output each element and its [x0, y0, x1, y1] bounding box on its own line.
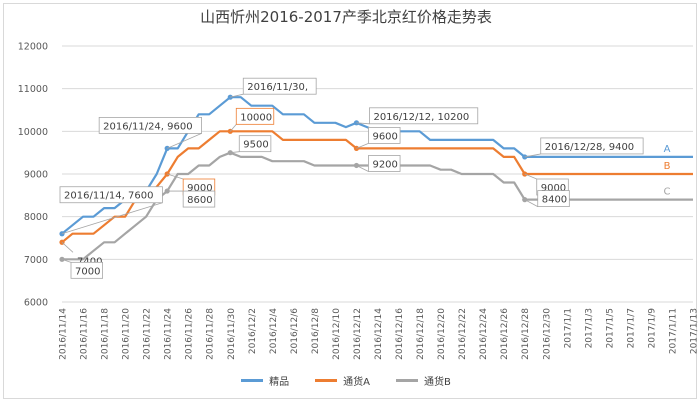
data-label-11: 8600 [187, 195, 212, 206]
y-tick-label-12000: 12000 [18, 42, 48, 53]
y-tick-label-7000: 7000 [24, 255, 48, 266]
data-label-box-2 [242, 77, 317, 95]
legend-item-series-1: 通货A [315, 373, 370, 388]
x-tick-label: 2017/1/3 [584, 308, 594, 348]
data-label-6: 9000 [187, 183, 212, 194]
legend-label-0: 精品 [269, 377, 290, 388]
data-marker-11 [164, 188, 170, 194]
data-label-7: 10000 [240, 112, 272, 123]
legend-item-series-2: 通货B [395, 373, 451, 388]
data-label-box-1 [98, 117, 202, 134]
leader-line-14 [524, 199, 538, 207]
x-tick-label: 2016/11/22 [143, 308, 153, 360]
data-label-9: 9000 [541, 183, 566, 194]
leader-line-2 [230, 93, 244, 98]
y-tick-label-8000: 8000 [24, 212, 48, 223]
leader-line-7 [229, 124, 237, 132]
x-tick-label: 2016/11/20 [122, 308, 132, 360]
data-marker-13 [353, 162, 360, 169]
x-tick-label: 2016/12/2 [248, 308, 258, 354]
data-marker-1 [164, 145, 170, 151]
leader-line-6 [167, 173, 184, 180]
leader-line-0 [61, 202, 163, 235]
x-tick-label: 2017/1/11 [668, 308, 678, 354]
x-tick-label: 2016/12/14 [374, 308, 384, 360]
x-tick-label: 2016/11/24 [164, 308, 174, 360]
leader-line-8 [356, 143, 369, 149]
x-tick-label: 2016/11/14 [59, 308, 69, 360]
leader-line-1 [167, 133, 202, 149]
legend-swatch-1 [315, 379, 338, 382]
y-tick-label-9000: 9000 [24, 170, 48, 181]
x-tick-label: 2016/12/20 [437, 308, 447, 360]
x-tick-label: 2016/11/26 [185, 308, 195, 360]
data-label-box-0 [59, 186, 163, 204]
x-tick-label: 2017/1/9 [647, 308, 657, 349]
x-tick-label: 2016/12/8 [311, 308, 321, 354]
x-tick-label: 2016/11/28 [206, 308, 216, 360]
y-tick-label-6000: 6000 [24, 298, 48, 309]
data-label-box-3 [369, 107, 479, 125]
x-tick-label: 2016/12/28 [521, 308, 531, 360]
x-tick-label: 2017/1/7 [626, 308, 636, 348]
data-label-box-13 [368, 155, 401, 172]
leader-line-13 [356, 165, 369, 172]
leader-line-9 [524, 173, 537, 180]
data-label-5: 7400 [77, 256, 102, 267]
x-tick-label: 2016/11/18 [101, 308, 111, 360]
legend-label-1: 通货A [343, 377, 370, 388]
x-tick-label: 2016/11/30 [227, 308, 237, 360]
x-tick-label: 2017/1/13 [690, 308, 700, 354]
data-label-3: 2016/12/12, 10200 [373, 112, 469, 123]
data-label-1: 2016/11/24, 9600 [103, 121, 192, 132]
data-label-box-10 [70, 261, 104, 279]
x-tick-label: 2016/11/16 [80, 308, 90, 360]
data-label-2: 2016/11/30, [247, 82, 308, 93]
chart-title: 山西忻州2016-2017产季北京红价格走势表 [200, 8, 492, 26]
series-end-label-1: B [664, 161, 671, 172]
data-label-box-11 [182, 190, 216, 208]
x-tick-label: 2017/1/5 [605, 308, 615, 348]
x-tick-label: 2016/12/10 [332, 308, 342, 360]
x-tick-label: 2016/12/4 [269, 308, 279, 354]
leader-line-5 [61, 241, 74, 253]
leader-line-4 [524, 153, 541, 158]
data-label-box-4 [540, 137, 644, 155]
data-marker-6 [164, 171, 170, 177]
data-label-4: 2016/12/28, 9400 [545, 142, 634, 153]
legend-label-2: 通货B [423, 377, 451, 388]
data-label-14: 8400 [542, 195, 567, 206]
x-tick-label: 2016/12/22 [458, 308, 468, 360]
x-tick-label: 2016/12/6 [290, 308, 300, 354]
legend-item-series-0: 精品 [241, 373, 289, 388]
x-tick-label: 2017/1/1 [563, 308, 573, 348]
data-label-box-14 [537, 190, 570, 208]
data-label-10: 7000 [75, 266, 100, 277]
data-label-box-12 [238, 135, 272, 153]
legend-swatch-2 [395, 379, 418, 382]
x-tick-label: 2016/12/24 [479, 308, 489, 360]
data-label-box-7 [235, 107, 275, 125]
x-tick-label: 2016/12/12 [353, 308, 363, 360]
leader-line-3 [356, 122, 370, 125]
x-tick-label: 2016/12/30 [542, 308, 552, 360]
leader-line-10 [61, 258, 72, 263]
chart-legend: 精品 通货A 通货B [0, 373, 692, 388]
x-tick-label: 2016/12/26 [500, 308, 510, 360]
x-tick-label: 2016/12/16 [395, 308, 405, 360]
series-end-label-0: A [664, 144, 671, 155]
x-tick-label: 2016/12/18 [416, 308, 426, 360]
y-tick-label-11000: 11000 [18, 84, 48, 95]
data-label-13: 9200 [372, 159, 397, 170]
leader-line-12 [230, 151, 240, 154]
data-label-12: 9500 [243, 140, 268, 151]
data-label-box-8 [368, 127, 401, 144]
series-end-label-2: C [664, 187, 671, 198]
y-tick-label-10000: 10000 [18, 127, 48, 138]
data-label-8: 9600 [372, 131, 397, 142]
data-label-0: 2016/11/14, 7600 [64, 191, 153, 202]
legend-swatch-0 [241, 379, 264, 382]
